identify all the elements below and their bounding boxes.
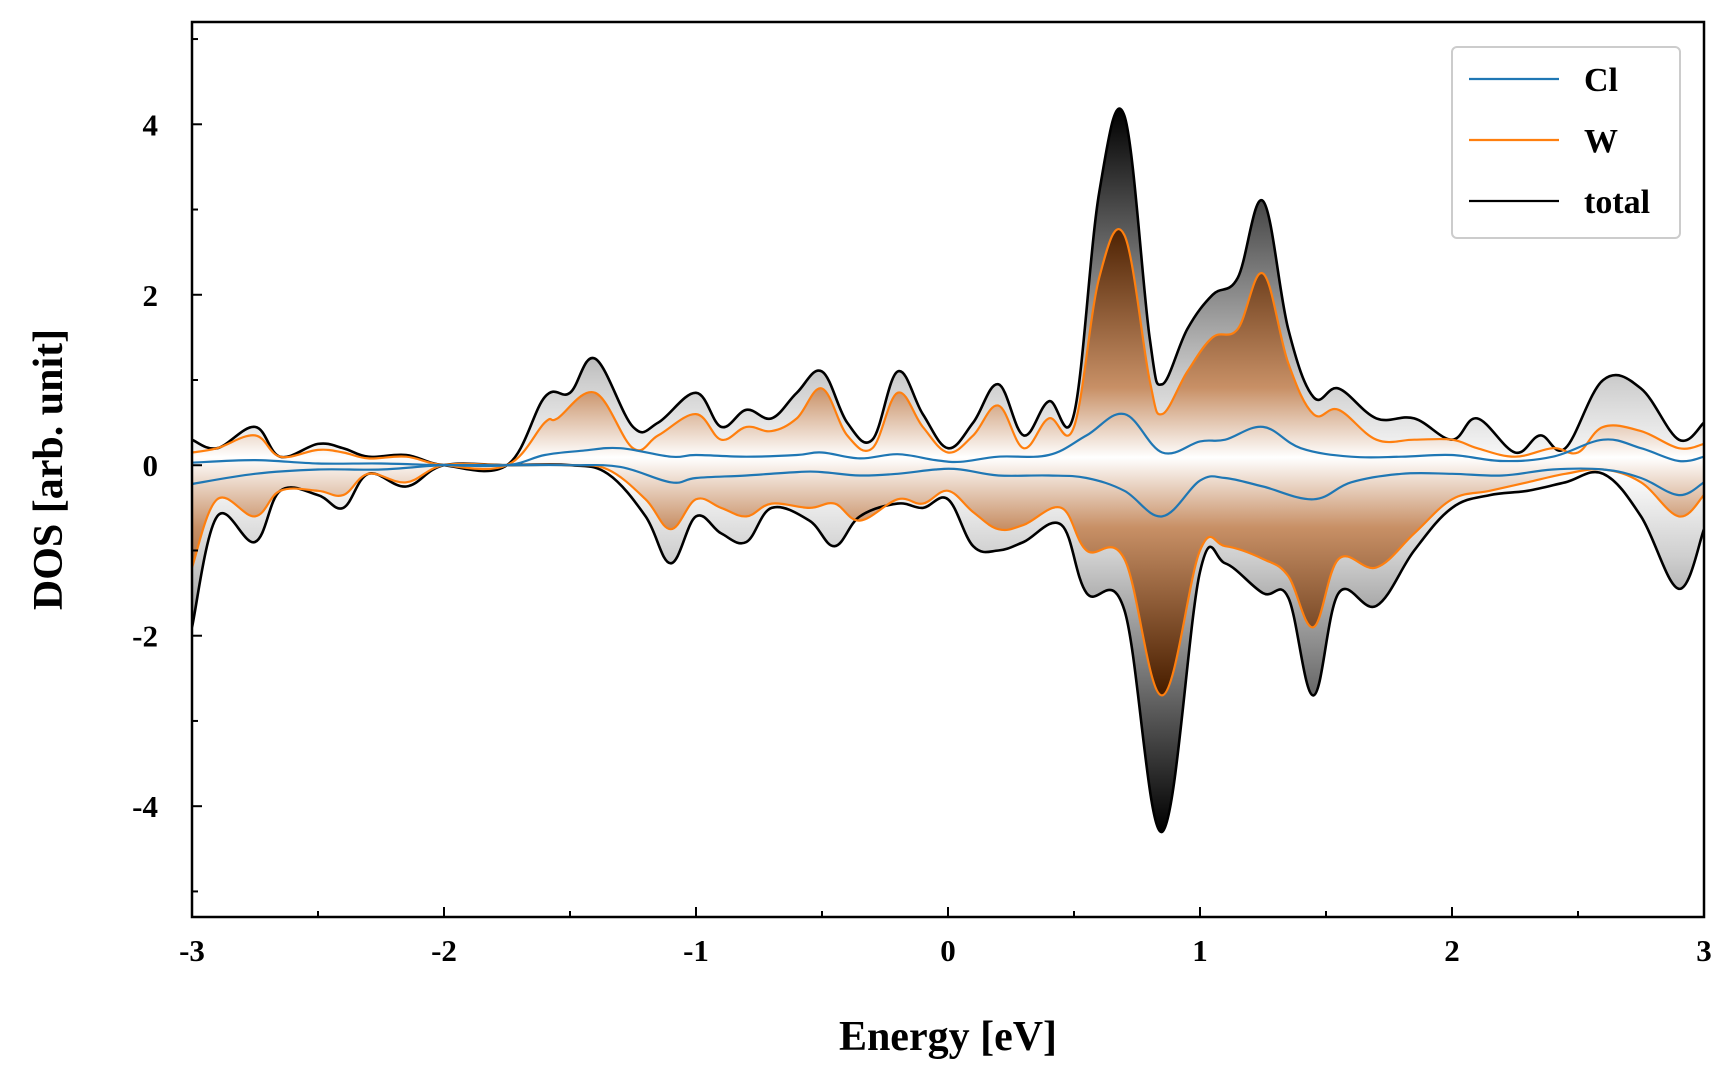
x-tick-label: 3	[1696, 933, 1712, 968]
series-line-total-up	[192, 107, 1704, 473]
x-tick-label: 0	[940, 933, 956, 968]
legend-box	[1451, 46, 1681, 239]
y-tick-label: 4	[143, 107, 159, 142]
plot-lines	[192, 107, 1704, 834]
x-tick-label: -1	[683, 933, 709, 968]
legend-label-w: W	[1584, 123, 1618, 160]
series-line-total-down	[192, 462, 1704, 834]
series-line-cl-up	[192, 412, 1704, 468]
x-tick-label: -2	[431, 933, 457, 968]
y-tick-label: -4	[132, 789, 158, 824]
series-line-cl-down	[192, 463, 1704, 518]
legend-label-total: total	[1584, 184, 1650, 221]
y-tick-label: 0	[143, 448, 159, 483]
y-tick-label: -2	[132, 619, 158, 654]
y-tick-label: 2	[143, 278, 159, 313]
series-line-w-down	[192, 462, 1704, 697]
x-tick-label: -3	[179, 933, 205, 968]
legend-label-cl: Cl	[1584, 62, 1618, 99]
y-axis-label: DOS [arb. unit]	[26, 329, 72, 610]
x-tick-label: 2	[1444, 933, 1460, 968]
x-tick-label: 1	[1192, 933, 1208, 968]
x-axis-label: Energy [eV]	[839, 1014, 1057, 1060]
y-axis: -4 -2 0 2 4	[132, 38, 202, 893]
x-axis: -3 -2 -1 0 1 2 3	[179, 907, 1712, 968]
